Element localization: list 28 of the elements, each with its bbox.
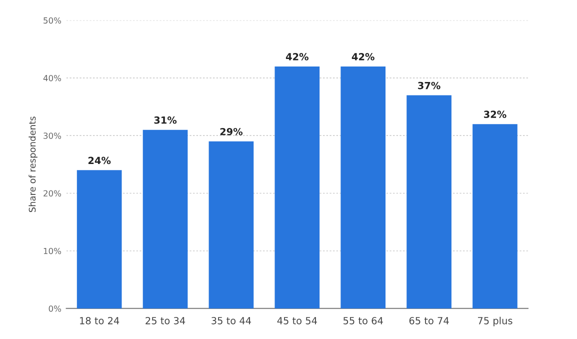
y-tick-label: 10%: [44, 248, 62, 254]
data-label: 42%: [286, 53, 308, 60]
x-tick-label: 55 to 64: [344, 316, 383, 324]
y-tick-label: 40%: [43, 74, 62, 82]
y-tick-label: 0%: [48, 305, 62, 312]
data-label: 42%: [352, 53, 374, 60]
y-tick-label: 20%: [44, 190, 62, 197]
data-label: 31%: [154, 116, 177, 124]
x-tick-label: 45 to 54: [277, 317, 317, 324]
y-tick-label: 50%: [44, 17, 62, 24]
bar: [340, 66, 386, 308]
data-label: 24%: [88, 156, 111, 164]
bar: [406, 95, 452, 308]
data-label: 37%: [418, 82, 440, 90]
x-tick-label: 35 to 44: [212, 316, 252, 324]
x-tick-label: 75 plus: [478, 316, 512, 326]
x-tick-label: 18 to 24: [80, 316, 120, 324]
y-axis-title: Share of respondents: [28, 116, 38, 212]
bar: [472, 124, 518, 308]
data-label: 32%: [484, 110, 506, 118]
bar: [142, 130, 188, 308]
y-tick-label: 30%: [44, 132, 62, 139]
x-tick-label: 25 to 34: [146, 316, 186, 324]
x-tick-label: 65 to 74: [409, 316, 449, 324]
bar: [208, 141, 254, 308]
bar: [76, 170, 122, 308]
bar: [274, 66, 320, 308]
data-label: 29%: [220, 128, 243, 136]
